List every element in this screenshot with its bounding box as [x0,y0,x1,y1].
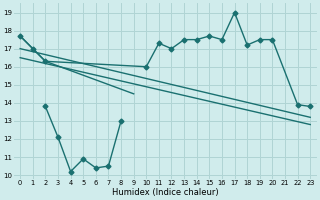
X-axis label: Humidex (Indice chaleur): Humidex (Indice chaleur) [112,188,219,197]
